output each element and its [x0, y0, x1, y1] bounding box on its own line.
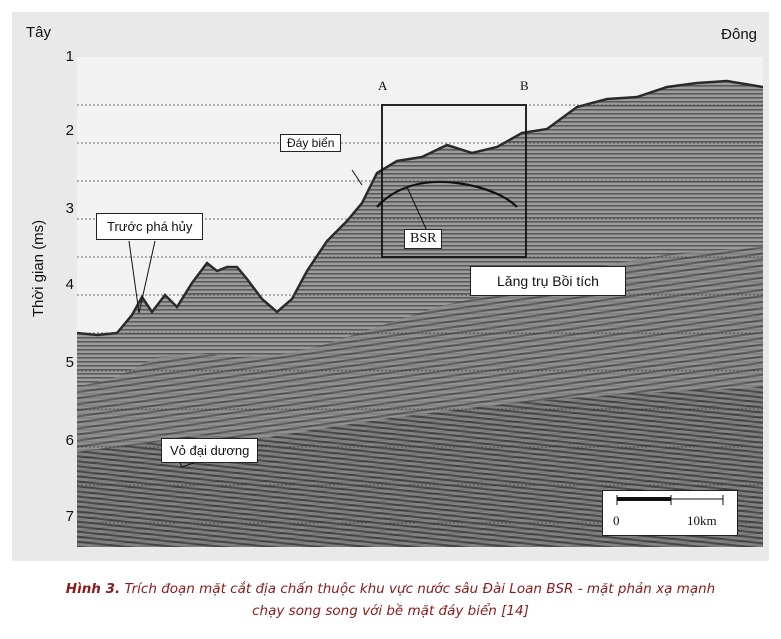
corner-a-label: A [378, 78, 388, 93]
bsr-reflector [376, 180, 518, 208]
tick-label: 3 [65, 200, 74, 217]
before-failure-pointer [128, 240, 156, 314]
caption-number: Hình 3. [65, 581, 121, 597]
scale-start: 0 [613, 513, 620, 528]
tick-label: 1 [65, 48, 74, 65]
direction-east: Đông [721, 26, 757, 43]
scale-bar: 0 10km [602, 490, 738, 536]
seafloor-label: Đáy biển [280, 134, 342, 152]
direction-west: Tây [26, 24, 52, 41]
scale-end: 10km [687, 513, 717, 528]
y-axis-label: Thời gian (ms) [30, 219, 48, 318]
figure-frame: Tây Đông Thời gian (ms) 1 2 3 4 5 6 7 [12, 12, 769, 561]
caption-text-line2: chạy song song với bề mặt đáy biển [14] [252, 603, 529, 619]
oceanic-crust-layer [77, 387, 763, 547]
accretionary-prism-label: Lăng trụ Bồi tích [470, 266, 626, 296]
tick-label: 6 [65, 432, 74, 449]
tick-label: 7 [65, 508, 74, 525]
seismic-section [77, 57, 763, 547]
corner-b-label: B [520, 78, 529, 93]
seafloor-line [77, 79, 763, 337]
bsr-box [381, 104, 527, 258]
tick-label: 5 [65, 354, 74, 371]
tick-label: 2 [65, 122, 74, 139]
oceanic-crust-label: Vỏ đại dương [161, 438, 259, 463]
bsr-label: BSR [404, 229, 443, 249]
figure-caption: Hình 3. Trích đoạn mặt cắt địa chấn thuộ… [0, 578, 781, 622]
caption-text-line1: Trích đoạn mặt cắt địa chấn thuộc khu vự… [124, 581, 716, 597]
before-failure-label: Trước phá hủy [96, 213, 204, 240]
tick-label: 4 [65, 276, 74, 293]
